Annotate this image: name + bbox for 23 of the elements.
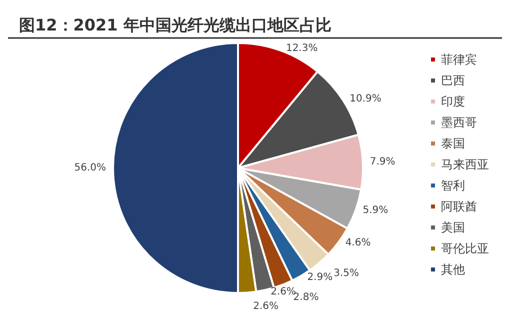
legend-label: 阿联酋 — [441, 200, 477, 214]
legend-label: 墨西哥 — [441, 116, 477, 130]
legend-label: 印度 — [441, 94, 465, 108]
legend-label: 巴西 — [441, 74, 465, 88]
data-label: 10.9% — [350, 93, 382, 104]
data-label: 4.6% — [345, 238, 371, 249]
legend-label: 其他 — [441, 262, 465, 276]
data-label: 2.8% — [293, 292, 319, 304]
data-label: 2.9% — [307, 272, 333, 284]
legend-label: 泰国 — [441, 136, 465, 150]
legend-label: 哥伦比亚 — [441, 242, 489, 256]
data-label: 2.6% — [270, 286, 296, 298]
data-label: 5.9% — [362, 204, 388, 216]
data-label: 2.6% — [253, 301, 279, 312]
chart-title: 图12：2021 年中国光纤光缆出口地区占比 — [19, 16, 332, 34]
legend-label: 智利 — [441, 178, 465, 192]
legend-label: 菲律宾 — [441, 52, 477, 66]
data-label: 3.5% — [334, 268, 359, 279]
data-label: 12.3% — [286, 42, 318, 54]
legend-label: 马来西亚 — [441, 158, 489, 172]
data-label: 56.0% — [74, 162, 106, 174]
data-label: 7.9% — [370, 156, 396, 168]
legend-label: 美国 — [441, 220, 465, 234]
